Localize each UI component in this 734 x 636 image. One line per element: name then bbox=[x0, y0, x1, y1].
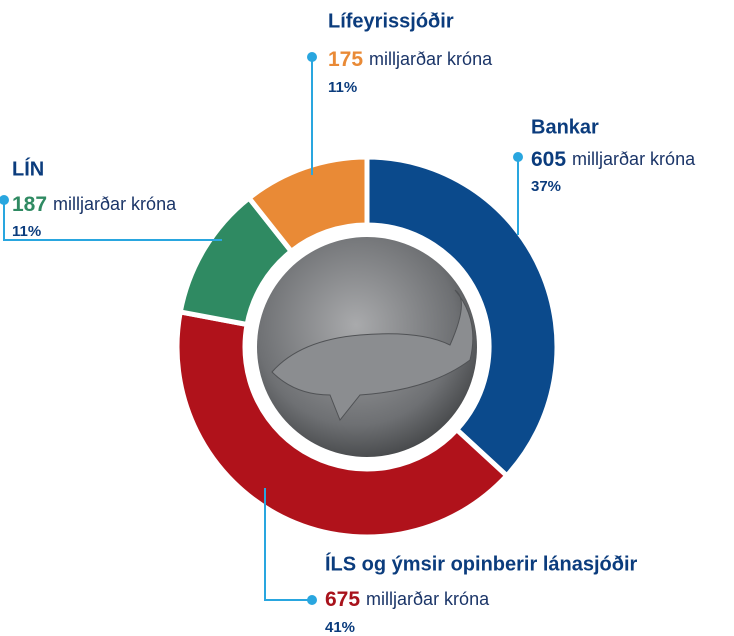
label-value: 675 milljarðar króna bbox=[325, 588, 490, 611]
label-value: 187 milljarðar króna bbox=[12, 193, 177, 216]
label-value: 605 milljarðar króna bbox=[531, 148, 696, 171]
value-label: 175 bbox=[328, 48, 363, 71]
value-label: 605 bbox=[531, 148, 566, 171]
leader-dot bbox=[0, 195, 9, 205]
leader-dot bbox=[307, 595, 317, 605]
percent-label: 11% bbox=[12, 223, 41, 240]
value-label: 187 bbox=[12, 193, 47, 216]
percent-label: 11% bbox=[328, 79, 357, 96]
value-label: 675 bbox=[325, 588, 360, 611]
label-title: LÍN bbox=[12, 157, 44, 180]
unit-label: milljarðar króna bbox=[366, 589, 490, 609]
label-title: Bankar bbox=[531, 116, 599, 138]
percent-label: 41% bbox=[325, 619, 355, 636]
chart: Lífeyrissjóðir 175 milljarðar króna 11% B… bbox=[0, 0, 734, 636]
unit-label: milljarðar króna bbox=[53, 194, 177, 214]
label-value: 175 milljarðar króna bbox=[328, 48, 493, 71]
percent-label: 37% bbox=[531, 178, 561, 195]
leader-dot bbox=[513, 152, 523, 162]
leader-dot bbox=[307, 52, 317, 62]
unit-label: milljarðar króna bbox=[572, 149, 696, 169]
label-title: ÍLS og ýmsir opinberir lánasjóðir bbox=[325, 552, 638, 575]
unit-label: milljarðar króna bbox=[369, 49, 493, 69]
label-title: Lífeyrissjóðir bbox=[328, 10, 454, 32]
